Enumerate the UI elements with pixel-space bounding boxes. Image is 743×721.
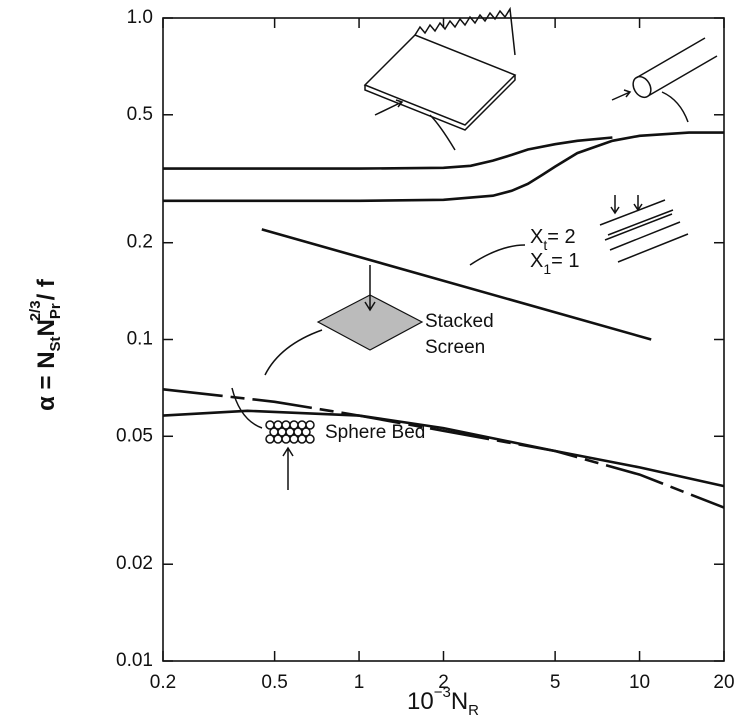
y-tick-label: 0.05 (116, 425, 153, 446)
x-axis-label-part: 10 (407, 688, 434, 715)
x-axis-label-part: −3 (434, 684, 451, 701)
data-line (163, 131, 724, 203)
y-tick-label: 0.02 (116, 553, 153, 574)
tube-label: X1= 1 (530, 250, 580, 276)
x-tick-label: 0.5 (261, 672, 287, 693)
data-line (261, 228, 652, 341)
x-tick-label: 0.2 (150, 672, 176, 693)
y-axis-label-part: Pr (47, 303, 64, 319)
data-line (162, 409, 725, 488)
y-axis-label-part: α = N (33, 351, 60, 410)
tube-label-part: X (530, 250, 543, 272)
y-axis-label-part: / f (33, 278, 60, 300)
x-tick-label: 1 (354, 672, 365, 693)
annotation: Screen (425, 337, 485, 358)
y-axis-label-part: 2/3 (27, 300, 44, 321)
y-axis-label-part: St (47, 336, 64, 351)
y-tick-label: 0.2 (127, 232, 153, 253)
y-tick-label: 0.01 (116, 650, 153, 671)
annotation: Sphere Bed (325, 422, 425, 443)
x-tick-label: 10 (629, 672, 650, 693)
x-axis-label-part: R (468, 702, 479, 719)
y-axis-label-part: N (33, 319, 60, 336)
y-tick-label: 0.1 (127, 329, 153, 350)
x-tick-label: 5 (550, 672, 561, 693)
annotation: Stacked (425, 311, 494, 332)
icons (231, 6, 718, 490)
x-axis-label-part: N (451, 688, 468, 715)
y-tick-label: 0.5 (127, 104, 153, 125)
x-tick-label: 20 (713, 672, 734, 693)
tube-label-part: 1 (543, 261, 551, 277)
tube-label-part: X (530, 226, 543, 248)
y-axis-label: α = NStNPr2/3/ f (27, 278, 64, 411)
data-line (162, 388, 725, 509)
tube-label-part: = 1 (551, 250, 579, 272)
y-tick-label: 1.0 (127, 7, 153, 28)
data-line (163, 136, 613, 170)
tube-label: Xt= 2 (530, 226, 576, 252)
x-axis-label: 10−3NR (407, 684, 479, 719)
tube-label-part: t (543, 237, 547, 253)
tube-label-part: = 2 (547, 226, 575, 248)
x-tick-label: 2 (438, 672, 449, 693)
